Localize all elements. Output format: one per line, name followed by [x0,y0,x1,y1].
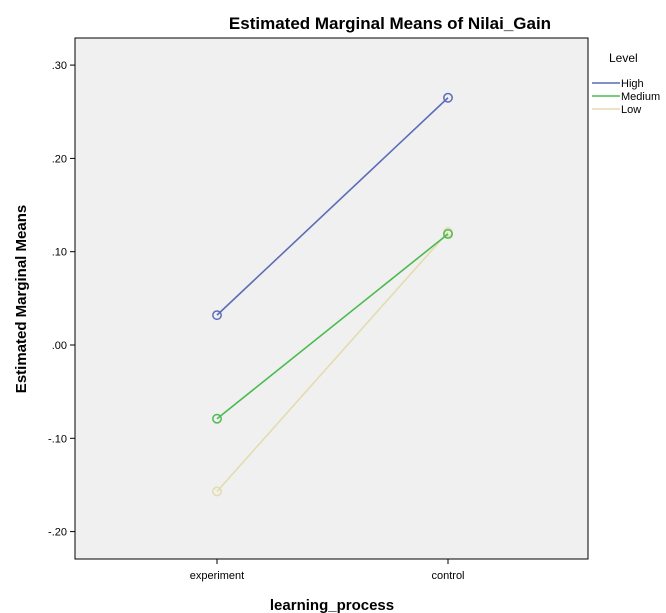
x-tick-label: experiment [190,570,244,582]
y-tick-label: -.20 [48,527,67,539]
chart-title: Estimated Marginal Means of Nilai_Gain [229,14,551,33]
y-tick-label: .30 [52,60,67,72]
y-tick-label: .10 [52,247,67,259]
y-tick-label: -.10 [48,433,67,445]
y-axis: .30 .20 .10 .00 -.10 -.20 [48,60,75,538]
legend-label-low: Low [621,104,641,116]
legend-title: Level [609,51,638,65]
x-tick-label: control [431,570,464,582]
y-tick-label: .20 [52,153,67,165]
plot-area [75,38,588,559]
y-tick-label: .00 [52,340,67,352]
legend-label-medium: Medium [621,91,660,103]
x-axis-title: learning_process [270,597,394,613]
x-axis: experiment control [190,559,465,582]
legend-label-high: High [621,78,644,90]
y-axis-title: Estimated Marginal Means [13,205,30,393]
